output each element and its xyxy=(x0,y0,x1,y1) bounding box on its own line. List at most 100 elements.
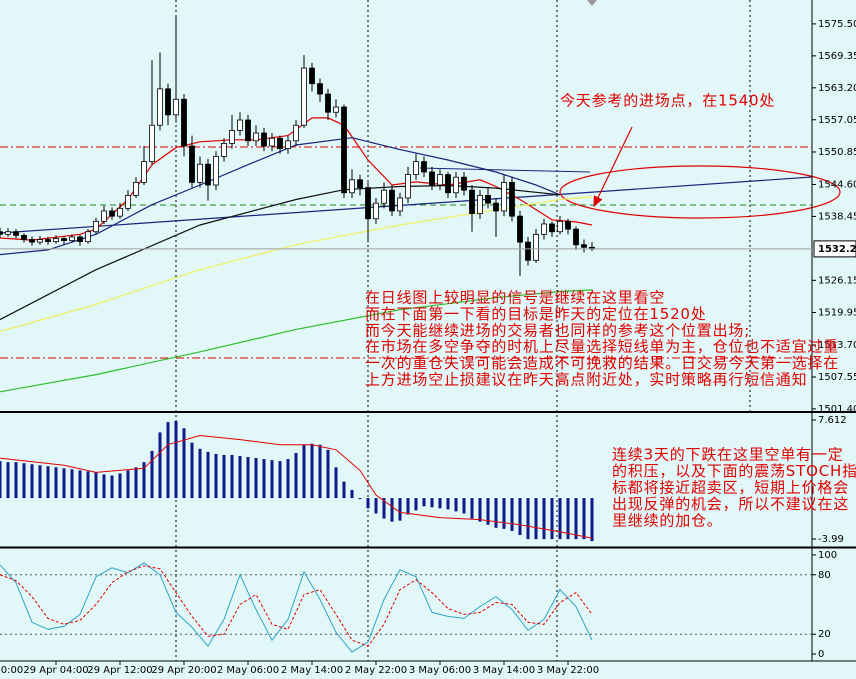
main-plot xyxy=(0,16,595,393)
note: 而在下面第一下看的目标是昨天的定位在1520处 xyxy=(365,305,707,323)
macd-bar xyxy=(446,498,450,510)
candle-body xyxy=(277,137,283,150)
candle-body xyxy=(421,161,427,173)
candle-body xyxy=(565,220,571,230)
candle-body xyxy=(77,236,83,243)
candle-body xyxy=(61,238,67,241)
y-tick-label: 1519.95 xyxy=(818,308,856,319)
candle-body xyxy=(501,181,507,212)
candle-body xyxy=(429,171,435,186)
macd-bar xyxy=(478,498,482,522)
signal-line xyxy=(0,434,593,539)
macd-bar xyxy=(358,498,362,500)
candle-body xyxy=(197,163,203,183)
moving-average xyxy=(0,196,593,333)
candle-body xyxy=(0,231,3,235)
macd-bar xyxy=(38,465,42,499)
macd-bar xyxy=(158,432,162,499)
candle-body xyxy=(365,187,371,220)
macd-bar xyxy=(206,451,210,499)
x-tick-label: 2 May 14:00 xyxy=(281,665,343,676)
candle-body xyxy=(517,215,523,243)
macd-bar xyxy=(270,460,274,499)
candle-body xyxy=(557,220,563,233)
macd-bar xyxy=(254,458,258,499)
candle-body xyxy=(101,210,107,222)
macd-bar xyxy=(110,475,114,499)
macd-bar xyxy=(526,498,530,540)
macd-bar xyxy=(582,498,586,540)
candle-body xyxy=(125,194,131,209)
candle-body xyxy=(53,238,59,243)
note: 在市场在多空争夺的时机上尽量选择短线单为主，仓位也不适宜过重 xyxy=(365,338,839,356)
macd-bar xyxy=(142,462,146,499)
candle-body xyxy=(133,181,139,196)
macd-bar xyxy=(574,498,578,540)
y-tick-label: 1544.60 xyxy=(818,179,856,190)
candle-body xyxy=(13,231,19,236)
y-tick-label: 1526.15 xyxy=(818,275,856,286)
arrow xyxy=(593,126,633,208)
candle-body xyxy=(245,119,251,142)
macd-bar xyxy=(0,461,2,499)
macd-bar xyxy=(278,461,282,499)
candle-body xyxy=(117,207,123,217)
macd-bar xyxy=(350,489,354,499)
candle-body xyxy=(301,67,307,126)
macd-bar xyxy=(286,459,290,499)
macd-bar xyxy=(374,498,378,514)
macd-bar xyxy=(406,498,410,515)
macd-bar xyxy=(334,467,338,499)
macd-bar xyxy=(494,498,498,528)
candle-body xyxy=(205,163,211,186)
macd-bar xyxy=(454,498,458,512)
macd-bar xyxy=(198,448,202,499)
y-tick-label: 20 xyxy=(818,629,831,640)
x-tick-label: 29 Apr 12:00 xyxy=(87,665,152,676)
candle-body xyxy=(333,106,339,113)
candle-body xyxy=(413,161,419,175)
candle-body xyxy=(37,239,43,243)
macd-bar xyxy=(462,498,466,514)
y-tick-label: 1501.40 xyxy=(818,404,856,415)
macd-bar xyxy=(238,455,242,499)
macd-bar xyxy=(318,444,322,499)
macd-bar xyxy=(414,498,418,511)
stoch-line xyxy=(0,565,593,647)
macd-bar xyxy=(14,462,18,499)
candle-body xyxy=(5,231,11,235)
candle-body xyxy=(261,132,267,147)
candle-body xyxy=(237,119,243,131)
frame xyxy=(0,0,856,662)
candle-body xyxy=(477,194,483,214)
candle-body xyxy=(389,189,395,212)
candle-body xyxy=(253,132,259,142)
macd-bar xyxy=(94,472,98,499)
macd-bar xyxy=(214,453,218,499)
highlight-ellipse xyxy=(559,165,841,219)
note: 连续3天的下跌在这里空单有一定 xyxy=(612,446,844,464)
current-price-label: 1532.20 xyxy=(818,244,856,255)
stoch-line xyxy=(0,562,593,653)
candle-body xyxy=(509,181,515,217)
candle-body xyxy=(317,83,323,95)
macd-bar xyxy=(230,454,234,499)
callout: 今天参考的进场点，在1540处 xyxy=(560,92,775,110)
candle-body xyxy=(373,202,379,220)
note: 上方进场空止损建议在昨天高点附近处，实时策略再行短信通知 xyxy=(365,371,807,389)
macd-bar xyxy=(54,467,58,499)
note: 出现反弹的机会，所以不建议在这 xyxy=(612,495,849,513)
candle-body xyxy=(141,161,147,183)
x-tick-label: 29 Apr 04:00 xyxy=(23,665,88,676)
macd-bar xyxy=(470,498,474,519)
macd-bar xyxy=(70,469,74,499)
candle-body xyxy=(21,234,27,240)
macd-bar xyxy=(134,467,138,499)
note: 里继续的加仓。 xyxy=(612,512,723,530)
candle-body xyxy=(173,98,179,116)
note: 标都将接近超卖区，短期上价格会 xyxy=(612,479,849,497)
current-price-box xyxy=(813,240,856,258)
macd-bar xyxy=(190,442,194,499)
candle-body xyxy=(221,143,227,157)
